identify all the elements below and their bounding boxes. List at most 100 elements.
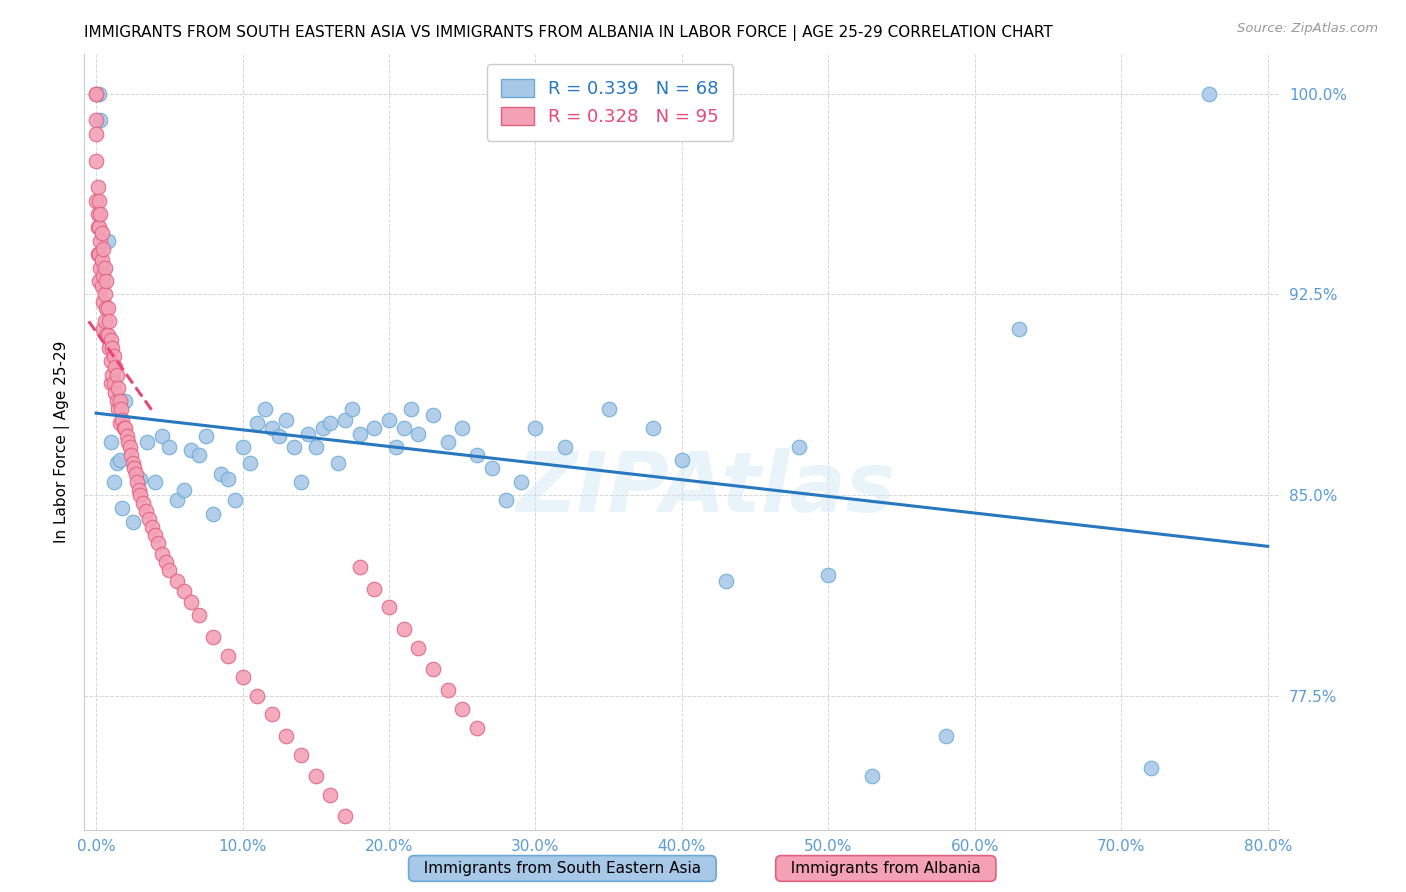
Point <box>194 429 217 443</box>
Point <box>117 434 139 449</box>
Text: Immigrants from South Eastern Asia: Immigrants from South Eastern Asia <box>413 861 711 876</box>
Point <box>290 475 312 489</box>
Point <box>180 595 202 609</box>
Point <box>94 314 117 328</box>
Point <box>90 226 114 240</box>
Point <box>132 496 155 510</box>
Point <box>392 421 415 435</box>
Point <box>87 274 110 288</box>
Point <box>143 475 166 489</box>
Point <box>111 413 134 427</box>
Point <box>96 274 118 288</box>
Point <box>239 456 262 470</box>
Point <box>136 434 159 449</box>
Point <box>166 574 188 588</box>
Point <box>127 475 149 489</box>
Point <box>103 475 125 489</box>
Point <box>319 788 342 802</box>
Point <box>96 301 118 315</box>
Point <box>89 113 111 128</box>
Point <box>118 440 141 454</box>
Point <box>96 327 118 342</box>
Point <box>90 252 114 267</box>
Point <box>86 180 108 194</box>
Point <box>86 247 108 261</box>
Point <box>87 220 110 235</box>
Point <box>103 376 125 390</box>
Point <box>103 349 125 363</box>
Point <box>87 194 110 208</box>
Point <box>93 260 115 275</box>
Point <box>135 504 157 518</box>
Point <box>108 394 131 409</box>
Point <box>93 268 115 283</box>
Point <box>231 440 254 454</box>
Text: Source: ZipAtlas.com: Source: ZipAtlas.com <box>1237 22 1378 36</box>
Point <box>641 421 664 435</box>
Point <box>138 512 160 526</box>
Point <box>422 408 444 422</box>
Point <box>276 413 298 427</box>
Point <box>326 456 349 470</box>
Point <box>253 402 276 417</box>
Point <box>283 440 305 454</box>
Point <box>150 429 173 443</box>
Point <box>105 456 128 470</box>
Point <box>84 87 107 101</box>
Point <box>246 689 269 703</box>
Point <box>363 582 385 596</box>
Point <box>89 260 111 275</box>
Point <box>115 429 138 443</box>
Point <box>436 683 458 698</box>
Point <box>260 707 283 722</box>
Point <box>114 394 136 409</box>
Point <box>260 421 283 435</box>
Point <box>107 381 129 395</box>
Point <box>157 563 180 577</box>
Point <box>333 809 356 823</box>
Point <box>124 467 146 481</box>
Point <box>217 472 239 486</box>
Point <box>671 453 693 467</box>
Point <box>1139 761 1161 775</box>
Point <box>714 574 737 588</box>
Point <box>276 729 298 743</box>
Point <box>101 368 124 382</box>
Point <box>217 648 239 663</box>
Point <box>1008 322 1031 336</box>
Point <box>97 327 120 342</box>
Point <box>481 461 503 475</box>
Point <box>408 640 430 655</box>
Point <box>524 421 547 435</box>
Point <box>202 630 225 644</box>
Point <box>87 87 110 101</box>
Point <box>451 702 474 716</box>
Point <box>129 488 152 502</box>
Point <box>173 584 195 599</box>
Point <box>180 442 202 457</box>
Point <box>150 547 173 561</box>
Point <box>97 301 120 315</box>
Point <box>84 153 107 168</box>
Point <box>94 287 117 301</box>
Point <box>100 376 122 390</box>
Point <box>269 429 291 443</box>
Point <box>817 568 839 582</box>
Point <box>121 515 143 529</box>
Point <box>166 493 188 508</box>
Text: ZIPAtlas: ZIPAtlas <box>516 448 896 529</box>
Point <box>146 536 169 550</box>
Point <box>246 416 269 430</box>
Point <box>84 127 107 141</box>
Point <box>363 421 385 435</box>
Point <box>112 421 135 435</box>
Point <box>305 440 328 454</box>
Point <box>100 333 122 347</box>
Point <box>392 622 415 636</box>
Point <box>187 608 209 623</box>
Point <box>128 483 150 497</box>
Point <box>157 440 180 454</box>
Point <box>111 501 134 516</box>
Point <box>98 314 121 328</box>
Point <box>349 560 371 574</box>
